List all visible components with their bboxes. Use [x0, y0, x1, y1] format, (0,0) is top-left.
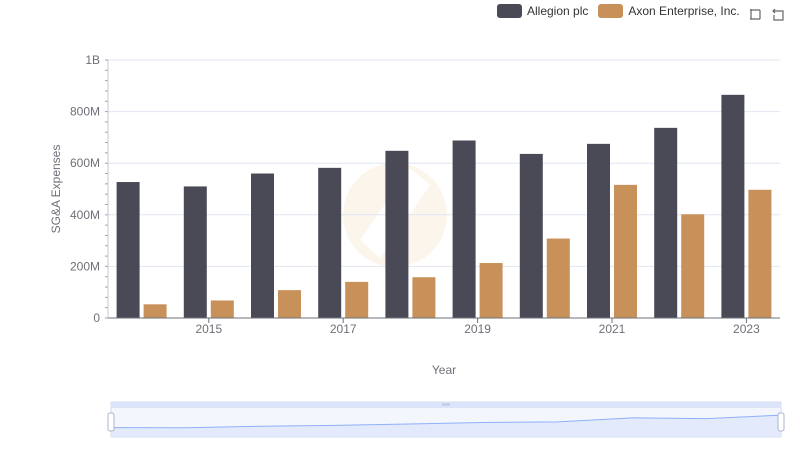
slider-area [111, 415, 781, 437]
bar-allegion-2019[interactable] [452, 140, 476, 318]
y-axis-title: SG&A Expenses [49, 145, 63, 234]
x-axis: 2015 2017 2019 2021 2023 [108, 317, 780, 336]
bar-allegion-2016[interactable] [251, 173, 274, 318]
x-axis-title: Year [432, 363, 456, 377]
bar-axon-2021[interactable] [614, 184, 637, 318]
slider-line [110, 414, 782, 429]
y-tick-label: 800M [70, 105, 100, 119]
x-tick-label: 2019 [464, 322, 491, 336]
bar-axon-2022[interactable] [681, 214, 705, 318]
bar-allegion-2015[interactable] [183, 186, 207, 318]
bar-axon-2014[interactable] [143, 304, 167, 318]
bar-axon-2016[interactable] [278, 290, 301, 318]
y-tick-label: 400M [70, 208, 100, 222]
slider-grip[interactable] [442, 403, 450, 406]
y-tick-label: 200M [70, 259, 100, 273]
legend-label-allegion: Allegion plc [527, 4, 589, 18]
y-axis-ticks: 0 200M 400M 600M 800M 1B [70, 53, 109, 325]
zoom-icon[interactable] [747, 6, 763, 22]
bar-allegion-2023[interactable] [721, 94, 745, 318]
legend-swatch-allegion [497, 4, 522, 18]
legend-item-allegion[interactable]: Allegion plc [497, 4, 588, 18]
y-tick-label: 1B [85, 53, 100, 67]
slider-handle-left[interactable] [107, 412, 115, 432]
bar-allegion-2014[interactable] [116, 182, 140, 318]
bar-allegion-2018[interactable] [385, 150, 409, 318]
bar-allegion-2020[interactable] [519, 153, 543, 318]
legend-item-axon[interactable]: Axon Enterprise, Inc. [598, 4, 740, 18]
bar-allegion-2017[interactable] [318, 167, 342, 318]
y-tick-label: 0 [93, 311, 100, 325]
bar-axon-2018[interactable] [412, 277, 436, 318]
y-tick-label: 600M [70, 156, 100, 170]
data-zoom-slider[interactable] [107, 401, 785, 438]
x-tick-label: 2015 [195, 322, 222, 336]
x-tick-label: 2023 [733, 322, 760, 336]
legend-swatch-axon [598, 4, 624, 18]
x-tick-label: 2017 [330, 322, 357, 336]
restore-icon[interactable] [771, 6, 787, 22]
bar-allegion-2022[interactable] [654, 127, 678, 318]
slider-handle-right[interactable] [777, 412, 785, 432]
x-tick-label: 2021 [599, 322, 626, 336]
bar-axon-2019[interactable] [479, 263, 503, 318]
bar-allegion-2021[interactable] [587, 143, 610, 318]
legend: Allegion plc Axon Enterprise, Inc. [497, 4, 750, 18]
legend-label-axon: Axon Enterprise, Inc. [628, 4, 740, 18]
bar-axon-2017[interactable] [345, 281, 369, 318]
bars [116, 94, 772, 318]
grid-lines [108, 59, 780, 267]
bar-axon-2023[interactable] [748, 189, 772, 318]
bar-axon-2015[interactable] [210, 300, 234, 318]
toolbox [747, 6, 787, 22]
bar-axon-2020[interactable] [546, 238, 570, 318]
